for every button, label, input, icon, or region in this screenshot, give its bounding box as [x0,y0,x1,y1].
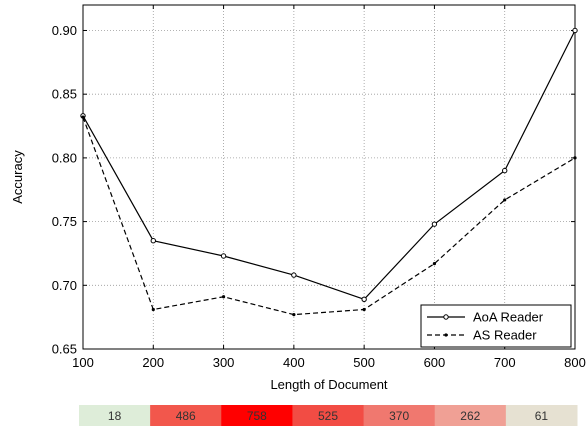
x-axis-label: Length of Document [270,377,387,392]
x-tick-label: 700 [494,355,516,370]
count-cell-label: 525 [318,409,338,423]
x-tick-label: 500 [353,355,375,370]
count-cell [363,405,436,426]
count-cell [505,405,578,426]
count-cell-label: 370 [389,409,409,423]
count-cell [434,405,507,426]
x-tick-label: 200 [142,355,164,370]
x-tick-label: 400 [283,355,305,370]
y-tick-label: 0.70 [52,278,77,293]
series-2-point [362,307,366,312]
series-line-1 [82,30,576,301]
series-2-point [503,198,507,202]
count-cell [292,405,365,426]
series-line-2 [82,116,576,316]
y-axis-ticks: 0.65 0.70 0.75 0.80 0.85 0.90 [52,23,575,357]
y-tick-label: 0.85 [52,87,77,102]
y-tick-label: 0.75 [52,214,77,229]
count-cell [79,405,151,426]
legend-marker-1 [443,314,449,320]
y-tick-label: 0.65 [52,342,77,357]
x-tick-label: 100 [72,355,94,370]
x-tick-label: 800 [564,355,586,370]
legend-marker-2 [444,333,448,337]
count-cell-label: 758 [247,409,267,423]
series-2-point [432,262,437,266]
x-tick-label: 300 [213,355,235,370]
series-2-point [221,295,226,299]
series-1-point [502,167,508,174]
series-2-point [292,313,296,317]
x-tick-label: 600 [424,355,446,370]
legend-label-1: AoA Reader [473,310,544,325]
legend-label-2: AS Reader [473,328,537,343]
x-axis-ticks: 100 200 300 400 500 600 700 800 [72,5,586,370]
series-2-point [151,307,155,312]
y-tick-label: 0.80 [52,150,77,165]
series-2-point [81,115,85,119]
grid-lines [83,5,575,349]
document-count-bar: 18 486 758 525 370 262 61 [79,405,578,426]
count-cell-label: 18 [108,409,122,423]
y-tick-label: 0.90 [52,23,77,38]
series-group [80,27,578,317]
count-cell [221,405,293,426]
legend-box [420,304,572,348]
count-cell [150,405,222,426]
series-1-point [572,27,578,34]
count-cell-label: 61 [535,409,549,423]
series-1-point [431,221,438,227]
count-cell-label: 486 [176,409,196,423]
series-1-point [150,238,156,244]
series-1-point [220,253,227,259]
count-cell-label: 262 [460,409,480,423]
y-axis-label: Accuracy [10,150,25,204]
plot-frame [82,4,576,350]
series-1-point [291,272,297,278]
series-2-point [573,156,577,160]
series-1-point [361,296,367,303]
legend: AoA Reader AS Reader [420,304,572,348]
